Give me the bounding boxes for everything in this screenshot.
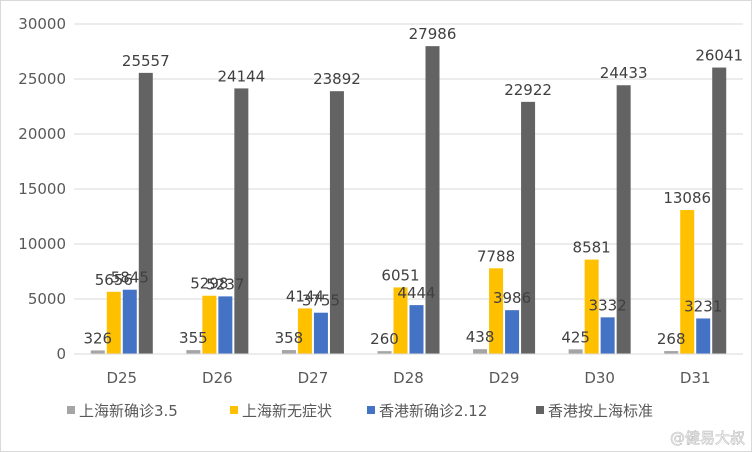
x-axis: D25 D26 D27 D28 D29 D30 D31 xyxy=(74,353,743,387)
data-label: 358 xyxy=(275,329,304,347)
data-label: 13086 xyxy=(663,189,711,207)
data-label: 26041 xyxy=(695,47,743,65)
legend-label: 上海新无症状 xyxy=(242,402,332,420)
bar xyxy=(90,350,105,354)
bar xyxy=(281,350,296,354)
data-label: 6051 xyxy=(381,266,419,284)
data-label: 4144 xyxy=(286,287,324,305)
bar xyxy=(393,287,408,354)
data-label: 5237 xyxy=(206,275,244,293)
legend-swatch xyxy=(367,406,375,414)
bar xyxy=(234,88,249,354)
legend-item: 上海新无症状 xyxy=(230,402,332,420)
data-label: 24433 xyxy=(600,64,648,82)
data-label: 22922 xyxy=(504,81,552,99)
data-label: 8581 xyxy=(573,239,611,257)
bar xyxy=(329,91,344,355)
bar xyxy=(680,210,695,354)
legend-item: 香港按上海标准 xyxy=(536,402,653,420)
bar xyxy=(473,349,488,354)
legend-swatch xyxy=(67,406,75,414)
bar xyxy=(106,291,121,354)
bar xyxy=(377,351,392,354)
legend-label: 香港按上海标准 xyxy=(548,402,653,420)
data-label: 3986 xyxy=(493,289,531,307)
bar xyxy=(616,85,631,354)
data-label: 425 xyxy=(561,328,590,346)
bar xyxy=(202,295,217,354)
data-label: 355 xyxy=(179,329,208,347)
x-tick-label: D30 xyxy=(584,369,615,387)
bars xyxy=(90,46,727,355)
bar xyxy=(568,349,583,354)
data-label: 7788 xyxy=(477,247,515,265)
data-label: 5298 xyxy=(190,275,228,293)
x-tick-label: D25 xyxy=(106,369,137,387)
bar xyxy=(218,296,233,354)
legend-label: 香港新确诊2.12 xyxy=(379,402,487,420)
x-tick-label: D27 xyxy=(298,369,329,387)
data-labels: 3265656584525557355529852372414435841443… xyxy=(83,25,743,348)
y-axis: 0 5000 10000 15000 20000 25000 30000 xyxy=(18,15,66,363)
y-tick-label: 20000 xyxy=(18,125,66,143)
data-label: 260 xyxy=(370,330,399,348)
data-label: 3755 xyxy=(302,292,340,310)
bar xyxy=(313,312,328,354)
y-tick-label: 15000 xyxy=(18,180,66,198)
y-tick-label: 25000 xyxy=(18,70,66,88)
data-label: 3332 xyxy=(589,296,627,314)
bar xyxy=(600,317,615,354)
gridlines xyxy=(74,23,743,355)
bar xyxy=(425,46,440,355)
bar xyxy=(409,305,424,354)
data-label: 27986 xyxy=(409,25,457,43)
legend-label: 上海新确诊3.5 xyxy=(79,402,178,420)
legend: 上海新确诊3.5 上海新无症状 香港新确诊2.12 香港按上海标准 xyxy=(67,402,653,420)
data-label: 268 xyxy=(657,330,686,348)
bar xyxy=(521,101,536,354)
x-tick-label: D29 xyxy=(489,369,520,387)
x-tick-label: D28 xyxy=(393,369,424,387)
data-label: 5656 xyxy=(95,271,133,289)
y-tick-label: 10000 xyxy=(18,235,66,253)
data-label: 3231 xyxy=(684,297,722,315)
bar xyxy=(664,351,679,354)
x-tick-label: D26 xyxy=(202,369,233,387)
legend-item: 香港新确诊2.12 xyxy=(367,402,487,420)
bar xyxy=(584,259,599,354)
bar xyxy=(696,318,711,354)
watermark: @健易大叔 xyxy=(670,429,745,447)
data-label: 23892 xyxy=(313,70,361,88)
x-tick-label: D31 xyxy=(680,369,711,387)
bar xyxy=(297,308,312,354)
legend-swatch xyxy=(230,406,238,414)
bar xyxy=(186,350,201,354)
data-label: 4444 xyxy=(397,284,435,302)
bar xyxy=(138,72,153,355)
data-label: 24144 xyxy=(217,67,265,85)
y-tick-label: 5000 xyxy=(28,290,66,308)
legend-item: 上海新确诊3.5 xyxy=(67,402,178,420)
data-label: 438 xyxy=(466,328,495,346)
data-label: 326 xyxy=(83,329,112,347)
y-tick-label: 30000 xyxy=(18,15,66,33)
y-tick-label: 0 xyxy=(56,345,66,363)
bar xyxy=(122,289,137,354)
data-label: 25557 xyxy=(122,52,170,70)
bar xyxy=(712,67,727,354)
bar xyxy=(489,268,504,354)
legend-swatch xyxy=(536,406,544,414)
bar xyxy=(505,310,520,354)
data-label: 5845 xyxy=(111,269,149,287)
